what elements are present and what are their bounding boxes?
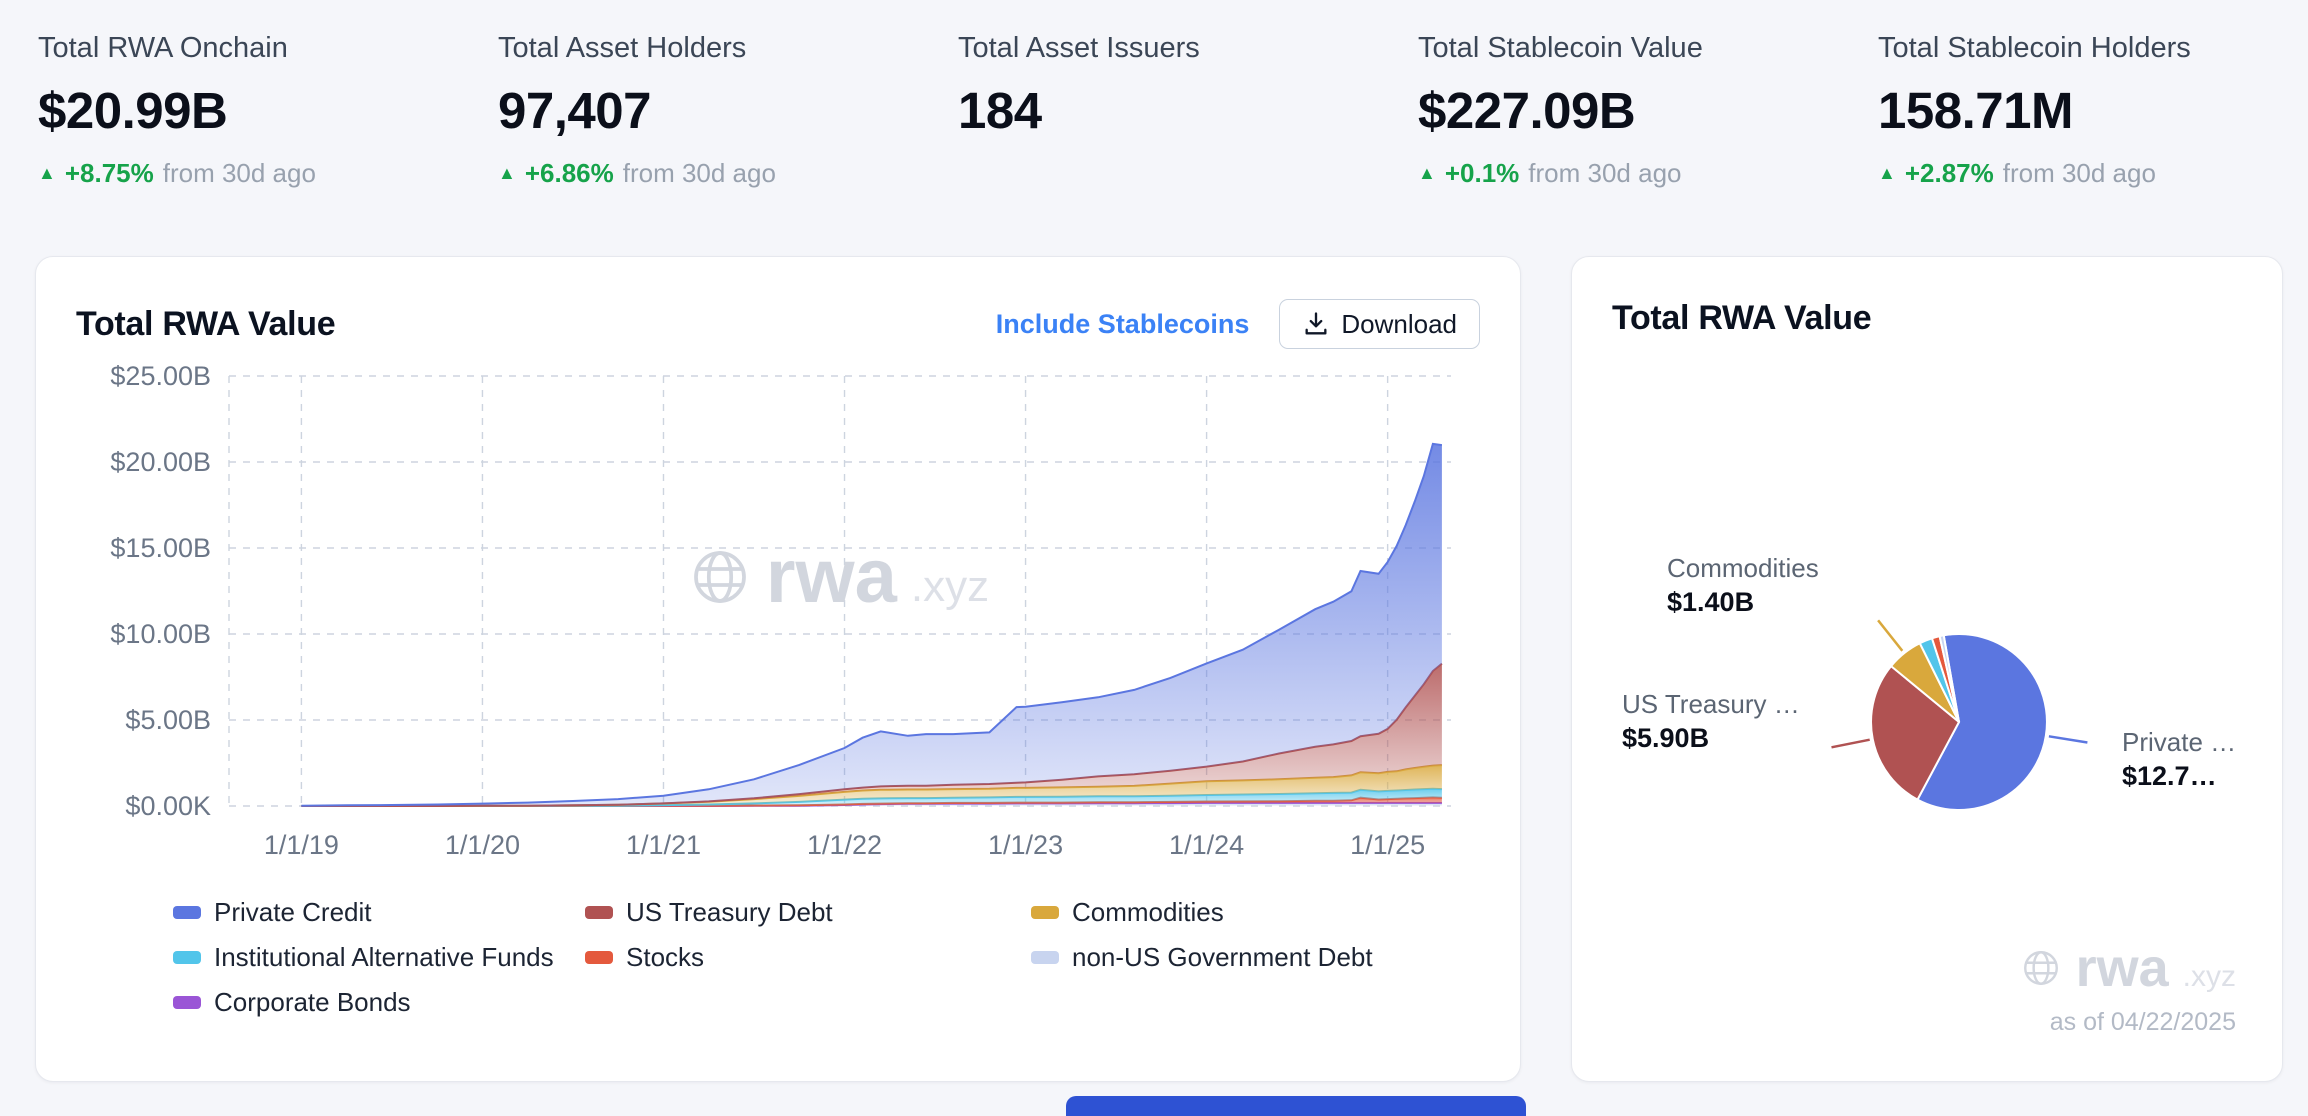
globe-icon: [694, 551, 746, 603]
pie-label-value: $1.40B: [1667, 587, 1755, 617]
watermark-tld: .xyz: [910, 562, 990, 611]
download-label: Download: [1341, 308, 1457, 339]
stat-delta: ▲ +2.87% from 30d ago: [1878, 158, 2308, 189]
svg-text:$5.00B: $5.00B: [125, 705, 211, 735]
stat-delta-pct: +0.1%: [1444, 158, 1520, 188]
legend-item: Private Credit: [173, 897, 585, 928]
chart-actions: Include Stablecoins Download: [996, 299, 1480, 349]
legend-swatch: [1031, 906, 1059, 919]
svg-text:1/1/22: 1/1/22: [807, 830, 882, 860]
up-triangle-icon: ▲: [1418, 163, 1436, 183]
stat-total-asset-issuers: Total Asset Issuers 184: [958, 32, 1418, 189]
stat-delta: ▲ +8.75% from 30d ago: [38, 158, 498, 189]
include-stablecoins-link[interactable]: Include Stablecoins: [995, 308, 1250, 339]
svg-text:1/1/24: 1/1/24: [1169, 830, 1244, 860]
svg-text:1/1/21: 1/1/21: [626, 830, 701, 860]
pie-label-title: Private …: [2122, 727, 2237, 757]
legend-label: Institutional Alternative Funds: [214, 942, 554, 972]
pie-label-title: Commodities: [1667, 553, 1819, 583]
legend-swatch: [585, 951, 613, 964]
stat-delta: ▲ +6.86% from 30d ago: [498, 158, 958, 189]
stats-row: Total RWA Onchain $20.99B ▲ +8.75% from …: [38, 32, 2308, 189]
chart-legend: Private Credit US Treasury Debt Commoditie…: [173, 897, 1373, 1018]
rwa-xyz-watermark: rwa .xyz: [226, 539, 1451, 615]
svg-text:1/1/25: 1/1/25: [1350, 830, 1425, 860]
pie-label-value: $5.90B: [1622, 723, 1710, 753]
globe-icon: [2023, 951, 2058, 985]
up-triangle-icon: ▲: [38, 163, 56, 183]
download-icon: [1305, 312, 1327, 335]
svg-text:$0.00K: $0.00K: [125, 791, 211, 821]
download-button[interactable]: Download: [1279, 299, 1480, 349]
stat-delta-pct: +6.86%: [524, 158, 614, 188]
legend-swatch: [173, 951, 201, 964]
legend-label: Commodities: [1072, 897, 1224, 927]
pie-label-us-treasury: US Treasury … $5.90B: [1622, 687, 1800, 755]
rwa-xyz-watermark: rwa .xyz: [2020, 941, 2236, 995]
svg-text:$15.00B: $15.00B: [110, 533, 211, 563]
stat-total-stablecoin-value: Total Stablecoin Value $227.09B ▲ +0.1% …: [1418, 32, 1878, 189]
legend-item: non-US Government Debt: [1031, 942, 1373, 973]
stat-value: $20.99B: [38, 82, 228, 139]
stat-delta-period: from 30d ago: [2002, 158, 2156, 188]
stat-value: $227.09B: [1418, 82, 1636, 139]
svg-text:$10.00B: $10.00B: [110, 619, 211, 649]
legend-label: Stocks: [626, 942, 705, 972]
legend-label: non-US Government Debt: [1072, 942, 1373, 972]
stat-delta-pct: +8.75%: [64, 158, 154, 188]
up-triangle-icon: ▲: [498, 163, 516, 183]
legend-label: Corporate Bonds: [214, 987, 411, 1017]
stat-delta-period: from 30d ago: [1528, 158, 1682, 188]
watermark-name: rwa: [2075, 938, 2169, 998]
stat-label: Total Stablecoin Value: [1418, 32, 1703, 64]
svg-text:1/1/19: 1/1/19: [264, 830, 339, 860]
legend-item: Institutional Alternative Funds: [173, 942, 585, 973]
svg-text:1/1/20: 1/1/20: [445, 830, 520, 860]
watermark-name: rwa: [765, 534, 897, 619]
stat-delta-period: from 30d ago: [622, 158, 776, 188]
pie-label-value: $12.7…: [2122, 761, 2217, 791]
legend-item: Commodities: [1031, 897, 1373, 928]
legend-swatch: [1031, 951, 1059, 964]
stat-delta: ▲ +0.1% from 30d ago: [1418, 158, 1878, 189]
watermark-tld: .xyz: [2182, 960, 2236, 993]
stat-label: Total Asset Holders: [498, 32, 747, 64]
legend-item: Corporate Bonds: [173, 987, 585, 1018]
stat-label: Total RWA Onchain: [38, 32, 288, 64]
legend-item: Stocks: [585, 942, 1031, 973]
legend-swatch: [173, 996, 201, 1009]
svg-text:$20.00B: $20.00B: [110, 447, 211, 477]
stat-value: 184: [958, 82, 1042, 139]
stat-delta-pct: +2.87%: [1904, 158, 1994, 188]
stat-total-stablecoin-holders: Total Stablecoin Holders 158.71M ▲ +2.87…: [1878, 32, 2308, 189]
svg-text:1/1/23: 1/1/23: [988, 830, 1063, 860]
as-of-date: as of 04/22/2025: [2049, 1008, 2236, 1036]
stat-delta-period: from 30d ago: [162, 158, 316, 188]
pie-label-title: US Treasury …: [1622, 689, 1800, 719]
stat-value: 158.71M: [1878, 82, 2073, 139]
stat-total-rwa-onchain: Total RWA Onchain $20.99B ▲ +8.75% from …: [38, 32, 498, 189]
stat-value: 97,407: [498, 82, 652, 139]
pie-card-title: Total RWA Value: [1612, 299, 1872, 337]
up-triangle-icon: ▲: [1878, 163, 1896, 183]
total-rwa-value-chart-card: rwa .xyz $0.00K $5.00B $10.00B $15.00B $20.00…: [35, 256, 1521, 1082]
svg-text:$25.00B: $25.00B: [110, 361, 211, 391]
legend-swatch: [173, 906, 201, 919]
pie-label-commodities: Commodities $1.40B: [1667, 551, 1819, 619]
legend-swatch: [585, 906, 613, 919]
total-rwa-value-pie-card: Total RWA Value Commodities $1.40B US Tr…: [1571, 256, 2283, 1082]
legend-item: US Treasury Debt: [585, 897, 1031, 928]
stat-total-asset-holders: Total Asset Holders 97,407 ▲ +6.86% from…: [498, 32, 958, 189]
pie-label-private-credit: Private … $12.7…: [2122, 725, 2236, 793]
legend-label: Private Credit: [214, 897, 372, 927]
area-card-title: Total RWA Value: [76, 304, 336, 343]
legend-label: US Treasury Debt: [626, 897, 833, 927]
stat-label: Total Stablecoin Holders: [1878, 32, 2191, 64]
bottom-banner-partial[interactable]: [1066, 1096, 1526, 1116]
stat-label: Total Asset Issuers: [958, 32, 1200, 64]
